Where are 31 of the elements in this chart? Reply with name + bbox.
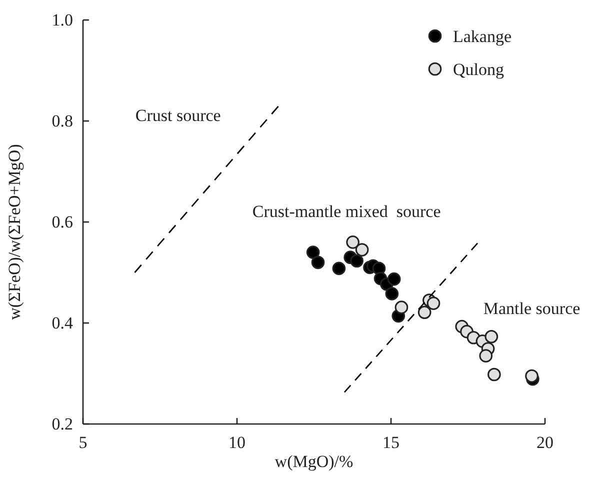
point [385,287,399,300]
point [426,296,440,310]
point [387,272,401,286]
point [525,369,538,383]
point [479,349,493,362]
annotation: Crust source [135,106,221,125]
x-tick-label: 5 [78,433,88,452]
x-tick-label: 10 [228,433,246,452]
y-tick-label: 0.2 [52,414,73,434]
x-tick-label: 15 [382,433,400,452]
y-tick-label: 0.4 [52,313,74,332]
annotation: Mantle source [483,298,580,318]
point [418,306,432,320]
annotation: Crust-mantle mixed source [252,202,441,221]
x-tick-label: 20 [536,433,554,452]
point [350,254,364,268]
legend-label: Qulong [453,60,504,79]
point [355,243,369,256]
point [488,368,501,382]
y-tick-label: 0.8 [52,111,73,130]
y-tick-label: 1.0 [52,10,73,30]
y-tick-label: 0.6 [52,212,73,232]
y-axis-title: w(ΣFeO)/w(ΣFeO+MgO) [5,144,24,320]
point [346,236,360,249]
x-axis-title: w(MgO)/% [274,452,354,471]
point [394,300,408,314]
point [332,262,346,276]
point [484,330,498,344]
point [311,256,325,270]
legend-label: Lakange [453,27,512,46]
point [306,246,320,259]
